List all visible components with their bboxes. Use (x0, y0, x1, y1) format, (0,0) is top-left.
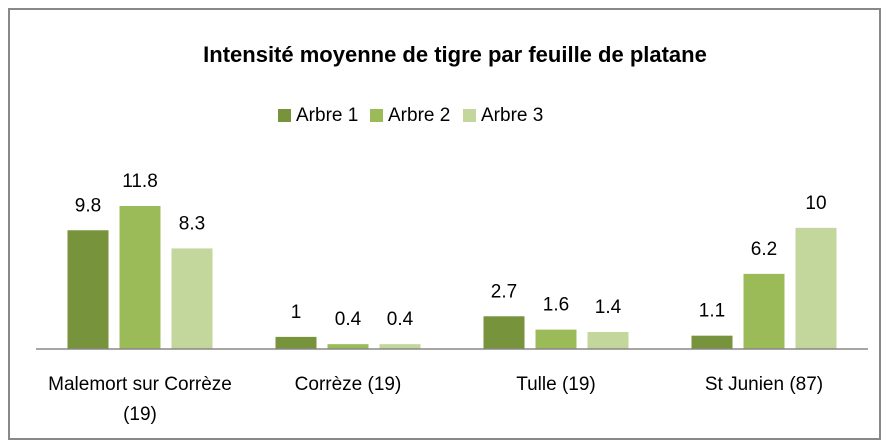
bar (275, 336, 317, 349)
legend-swatch (463, 109, 476, 122)
value-label: 1 (291, 302, 302, 323)
value-label: 11.8 (122, 171, 158, 192)
value-label: 10 (805, 193, 826, 214)
value-label: 6.2 (751, 239, 777, 260)
value-label: 1.6 (543, 295, 569, 316)
legend-swatch (278, 109, 291, 122)
value-label: 1.4 (595, 297, 622, 318)
bar (795, 227, 837, 349)
bar (327, 344, 369, 349)
bar (379, 344, 421, 349)
bar (67, 230, 109, 349)
x-tick-label: St Junien (87) (704, 374, 824, 395)
bar (587, 332, 629, 349)
x-tick-label: Corrèze (19) (294, 374, 402, 395)
bar (483, 316, 525, 349)
legend-label: Arbre 2 (388, 105, 450, 126)
chart-title: Intensité moyenne de tigre par feuille d… (203, 42, 707, 67)
value-label: 0.4 (387, 309, 414, 330)
bar (119, 206, 161, 349)
legend-swatch (370, 109, 383, 122)
value-label: 2.7 (491, 281, 517, 302)
x-tick-label: Malemort sur Corrèze (19) (48, 374, 232, 425)
legend-label: Arbre 1 (296, 105, 358, 126)
bar (171, 248, 213, 349)
x-tick-label: Tulle (19) (516, 374, 596, 395)
legend-label: Arbre 3 (481, 105, 543, 126)
bar (743, 273, 785, 349)
value-label: 8.3 (179, 213, 205, 234)
value-label: 9.8 (75, 195, 101, 216)
value-label: 0.4 (335, 309, 362, 330)
bar (691, 335, 733, 349)
value-label: 1.1 (699, 301, 725, 322)
bar (535, 329, 577, 349)
